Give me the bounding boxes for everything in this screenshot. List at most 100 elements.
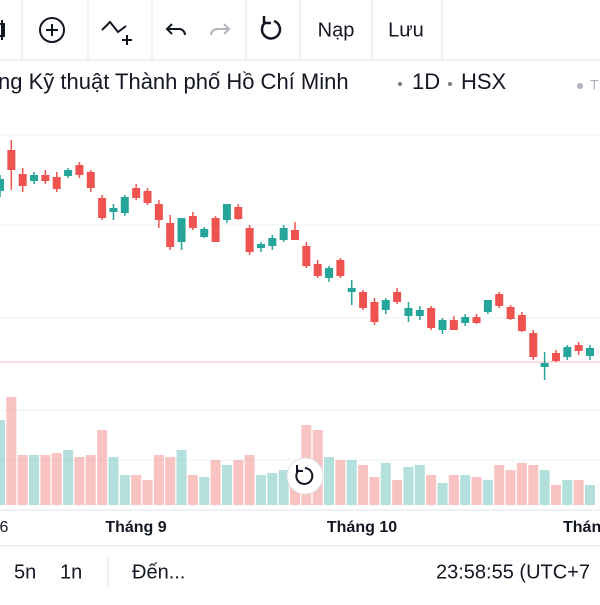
range-button[interactable]: 5n — [14, 561, 36, 583]
volume-bar — [131, 475, 142, 505]
candle-body — [461, 317, 470, 323]
reload-button[interactable] — [260, 16, 282, 40]
load-button[interactable]: Nạp — [318, 19, 355, 41]
volume-bar — [267, 473, 278, 505]
candle-body — [98, 198, 107, 218]
volume-bar — [74, 457, 85, 505]
candle-body — [52, 177, 61, 189]
add-button[interactable] — [39, 17, 65, 43]
volume-bar — [516, 463, 527, 505]
volume-bar — [199, 477, 210, 505]
volume-bar — [119, 475, 130, 505]
candle-body — [347, 288, 356, 292]
undo-button[interactable] — [165, 23, 186, 36]
volume-bar — [505, 470, 516, 505]
volume-bar — [573, 480, 584, 505]
range-button[interactable]: 1n — [60, 561, 82, 583]
volume-bar — [550, 485, 561, 505]
candle-body — [234, 207, 243, 219]
volume-bar — [108, 457, 119, 505]
volume-bar — [494, 465, 505, 505]
volume-bar — [369, 477, 380, 505]
volume-bar — [414, 465, 425, 505]
candle-body — [132, 188, 141, 198]
candle-body — [529, 333, 538, 357]
save-button[interactable]: Lưu — [388, 19, 424, 41]
candle-body — [200, 229, 209, 237]
candle-body — [506, 307, 515, 319]
toolbar: Nạp Lưu — [0, 0, 600, 61]
volume-bar — [85, 455, 96, 505]
candle-body — [30, 175, 39, 181]
volume-bar — [426, 475, 437, 505]
candle-body — [245, 228, 254, 252]
candle-body — [188, 216, 197, 228]
candle-body — [427, 308, 436, 328]
volume-bar — [562, 480, 573, 505]
candle-body — [75, 165, 84, 175]
candle-body — [143, 191, 152, 203]
volume-bar — [482, 480, 493, 505]
candle-body — [336, 260, 345, 276]
volume-bar — [210, 460, 221, 505]
candle-body — [404, 308, 413, 316]
clock: 23:58:55 (UTC+7 — [436, 561, 590, 583]
volume-bar — [437, 483, 448, 505]
candle-body — [222, 204, 231, 220]
candle-body — [279, 228, 288, 240]
volume-bar — [380, 463, 391, 505]
candle-body — [563, 347, 572, 357]
volume-bar — [255, 475, 266, 505]
candle-body — [154, 204, 163, 220]
volume-bar — [17, 455, 28, 505]
volume-bar — [324, 457, 335, 505]
exchange: HSX — [461, 69, 507, 94]
compare-button[interactable] — [101, 20, 132, 45]
candle-body — [268, 238, 277, 246]
volume-bar — [528, 465, 539, 505]
candle-body — [41, 175, 50, 181]
volume-bar — [187, 475, 198, 505]
x-axis-label: Tháng 9 — [105, 519, 166, 536]
volume-bar — [221, 465, 232, 505]
candle-body — [166, 223, 175, 247]
x-axis-label: 6 — [0, 519, 9, 536]
volume-bar — [278, 470, 289, 505]
volume-bar — [63, 450, 74, 505]
grid — [0, 134, 600, 461]
interval: 1D — [412, 69, 440, 94]
indicator-icon[interactable] — [0, 20, 5, 40]
status-text: T — [590, 77, 599, 93]
candle-body — [472, 317, 481, 323]
volume-bar — [448, 475, 459, 505]
reset-button[interactable] — [286, 457, 324, 495]
candle-body — [7, 150, 16, 170]
candle-body — [0, 179, 4, 191]
candle-body — [109, 208, 118, 212]
dot — [448, 82, 452, 86]
candle-body — [211, 218, 220, 242]
redo-button[interactable] — [210, 23, 231, 36]
volume-bar — [539, 470, 550, 505]
candle-body — [449, 320, 458, 330]
candle-body — [177, 218, 186, 242]
volume-bar — [0, 420, 5, 505]
volume-bar — [6, 397, 17, 505]
goto-button[interactable]: Đến... — [132, 561, 185, 583]
candle-body — [438, 320, 447, 330]
candle-body — [517, 315, 526, 331]
candle-body — [359, 292, 368, 308]
volume-bar — [358, 465, 369, 505]
candle-body — [540, 363, 549, 367]
candle-body — [495, 294, 504, 306]
volume-bar — [244, 455, 255, 505]
volume-bar — [471, 477, 482, 505]
volume-bar — [51, 453, 62, 505]
status-dot — [577, 83, 583, 89]
candle-body — [483, 300, 492, 312]
volume-bar — [403, 467, 414, 505]
candle-body — [64, 170, 73, 176]
candle-body — [18, 174, 27, 186]
candle-body — [586, 348, 594, 356]
volume-bar — [40, 455, 51, 505]
